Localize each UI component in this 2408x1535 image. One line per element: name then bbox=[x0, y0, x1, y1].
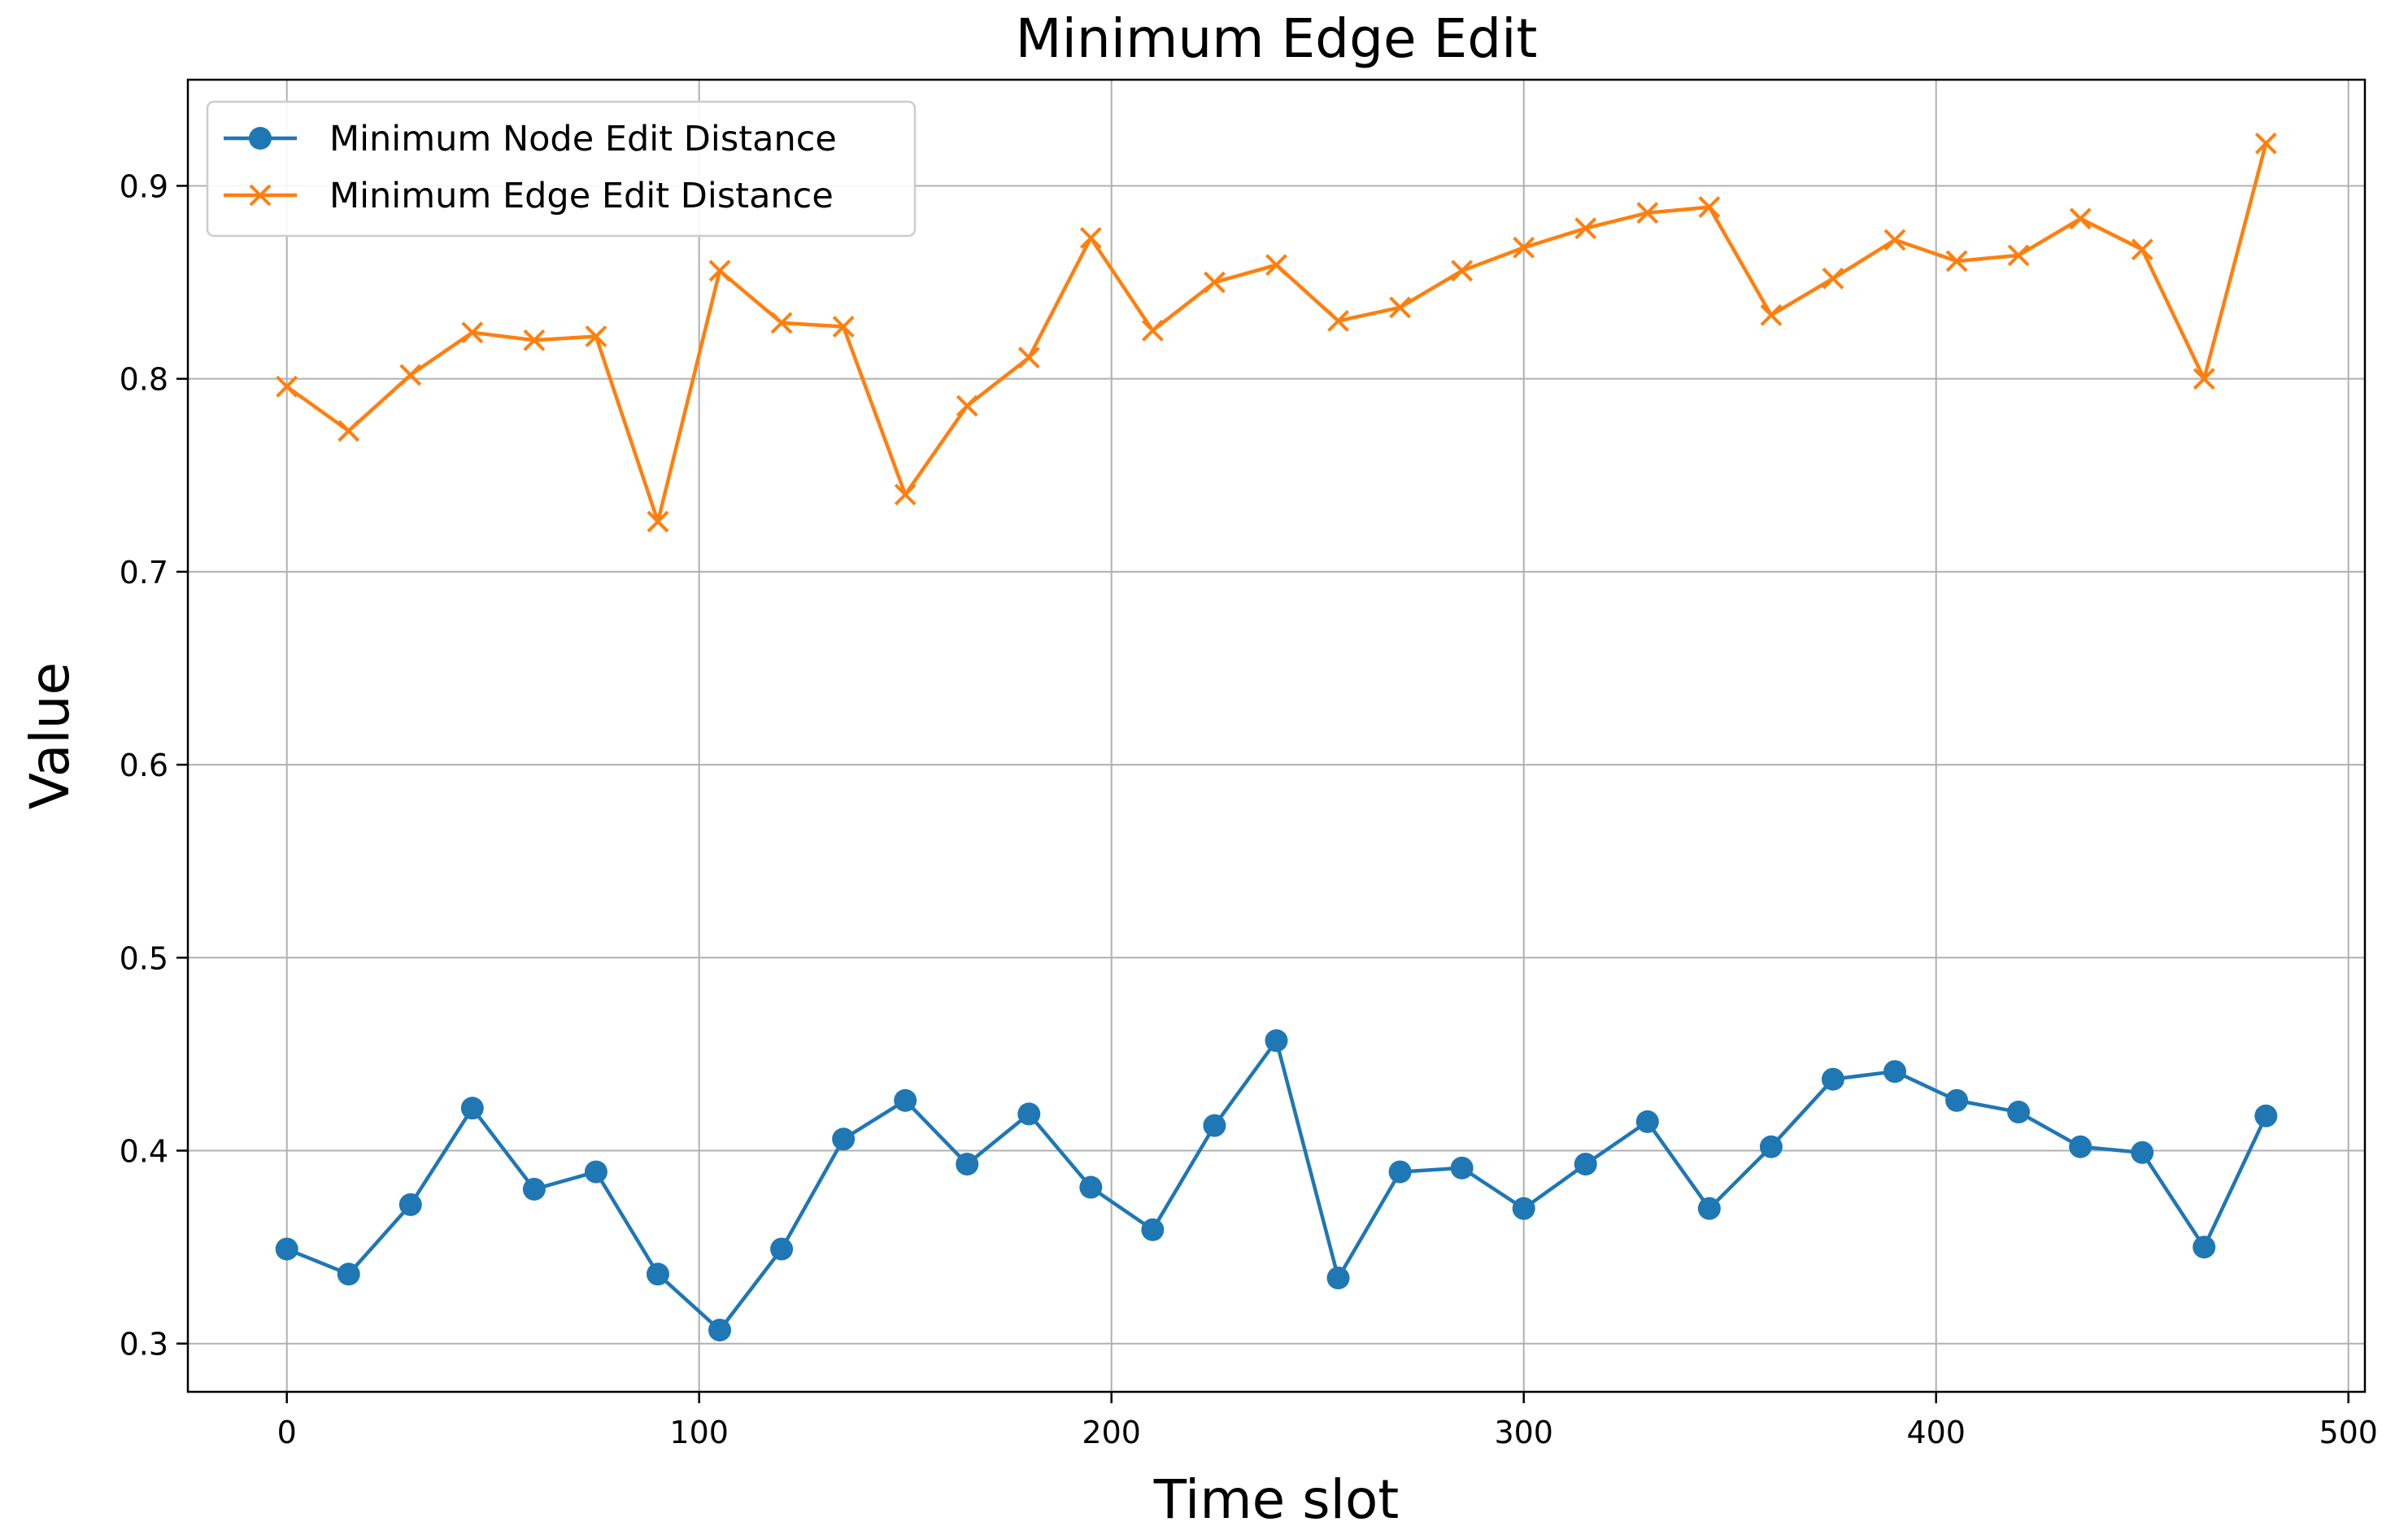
data-point bbox=[585, 325, 607, 347]
legend-marker bbox=[249, 127, 272, 150]
data-point bbox=[832, 316, 855, 338]
data-point bbox=[956, 1153, 979, 1176]
data-point bbox=[337, 420, 360, 443]
data-point bbox=[1451, 259, 1474, 282]
x-axis-label: Time slot bbox=[1153, 1468, 1399, 1531]
data-point bbox=[276, 375, 298, 398]
data-point bbox=[956, 395, 978, 417]
data-point bbox=[1512, 1197, 1535, 1220]
series-minimum-node-edit-distance bbox=[275, 1029, 2278, 1342]
x-tick-label: 100 bbox=[669, 1415, 729, 1450]
data-point bbox=[275, 1237, 298, 1261]
legend-label: Minimum Edge Edit Distance bbox=[329, 176, 834, 216]
data-point bbox=[460, 1097, 484, 1120]
data-point bbox=[1204, 271, 1226, 294]
x-tick-label: 0 bbox=[277, 1415, 297, 1450]
legend: Minimum Node Edit Distance Minimum Edge E… bbox=[206, 100, 917, 238]
data-point bbox=[461, 321, 484, 344]
data-point bbox=[1265, 254, 1287, 277]
data-point bbox=[2131, 1140, 2154, 1164]
data-point bbox=[1388, 1160, 1412, 1184]
data-point bbox=[1883, 1060, 1907, 1084]
legend-entry-minimum-node-edit-distance: Minimum Node Edit Distance bbox=[224, 119, 837, 159]
data-point bbox=[1017, 1102, 1041, 1126]
data-point bbox=[2192, 1236, 2216, 1259]
data-point bbox=[1389, 296, 1412, 319]
data-point bbox=[1698, 196, 1721, 218]
legend-marker bbox=[249, 184, 272, 207]
y-tick-label: 0.7 bbox=[120, 555, 168, 591]
data-point bbox=[1945, 1088, 1969, 1112]
data-point bbox=[1141, 1218, 1165, 1241]
data-point bbox=[2131, 238, 2153, 261]
x-tick-label: 200 bbox=[1082, 1415, 1141, 1450]
data-point bbox=[646, 1262, 669, 1286]
x-tick-label: 300 bbox=[1494, 1415, 1553, 1450]
data-point bbox=[1759, 1135, 1783, 1158]
y-tick-label: 0.6 bbox=[120, 748, 168, 783]
data-point bbox=[399, 364, 422, 386]
data-point bbox=[1326, 1267, 1350, 1290]
chart-title: Minimum Edge Edit bbox=[1016, 7, 1538, 70]
data-point bbox=[1017, 347, 1040, 368]
series-layer bbox=[275, 132, 2278, 1342]
y-axis-label: Value bbox=[19, 662, 81, 809]
y-tick-label: 0.4 bbox=[120, 1133, 168, 1169]
y-tick-label: 0.9 bbox=[120, 168, 168, 204]
grid bbox=[188, 80, 2365, 1392]
data-point bbox=[1327, 310, 1349, 332]
legend-entry-minimum-edge-edit-distance: Minimum Edge Edit Distance bbox=[224, 176, 834, 216]
ticks: 0 100 200 300 400 500 0.3 0.4 0.5 0.6 0.7 0.8 0.9 bbox=[120, 168, 2378, 1450]
data-point bbox=[894, 483, 917, 506]
data-point bbox=[1574, 217, 1597, 240]
data-point bbox=[1450, 1156, 1474, 1180]
data-point bbox=[2069, 207, 2092, 230]
data-point bbox=[1513, 236, 1535, 259]
y-tick-label: 0.5 bbox=[120, 940, 168, 976]
data-point bbox=[894, 1088, 917, 1112]
legend-label: Minimum Node Edit Distance bbox=[329, 119, 837, 159]
data-point bbox=[1697, 1197, 1721, 1220]
data-point bbox=[2007, 1101, 2031, 1124]
legend-box bbox=[206, 100, 917, 238]
data-point bbox=[832, 1127, 856, 1151]
data-point bbox=[1079, 227, 1102, 249]
x-tick-label: 400 bbox=[1906, 1415, 1966, 1450]
data-point bbox=[2192, 368, 2215, 390]
data-point bbox=[708, 259, 731, 282]
data-point bbox=[2069, 1135, 2092, 1158]
data-point bbox=[1079, 1175, 1103, 1199]
data-point bbox=[1141, 319, 1164, 342]
data-point bbox=[1760, 303, 1783, 326]
data-point bbox=[1883, 229, 1906, 251]
data-point bbox=[1821, 1067, 1844, 1091]
data-point bbox=[1945, 250, 1968, 273]
data-point bbox=[398, 1193, 422, 1216]
data-point bbox=[523, 329, 546, 351]
data-point bbox=[1636, 202, 1659, 225]
data-point bbox=[770, 1237, 794, 1261]
data-point bbox=[2254, 1104, 2278, 1127]
x-tick-label: 500 bbox=[2319, 1415, 2378, 1450]
plot-frame bbox=[186, 78, 2367, 1393]
data-point bbox=[1574, 1153, 1597, 1176]
data-point bbox=[337, 1262, 360, 1286]
series-minimum-edge-edit-distance bbox=[276, 132, 2277, 533]
data-point bbox=[1822, 267, 1844, 290]
data-point bbox=[1265, 1029, 1288, 1053]
data-point bbox=[2007, 244, 2030, 267]
data-point bbox=[770, 312, 793, 334]
y-tick-label: 0.3 bbox=[120, 1327, 168, 1363]
data-point bbox=[1203, 1114, 1226, 1137]
data-point bbox=[647, 510, 669, 533]
y-tick-label: 0.8 bbox=[120, 362, 168, 398]
data-point bbox=[1635, 1110, 1659, 1133]
data-point bbox=[708, 1319, 732, 1342]
data-point bbox=[522, 1177, 546, 1201]
data-point bbox=[2254, 132, 2277, 155]
data-point bbox=[584, 1160, 607, 1184]
